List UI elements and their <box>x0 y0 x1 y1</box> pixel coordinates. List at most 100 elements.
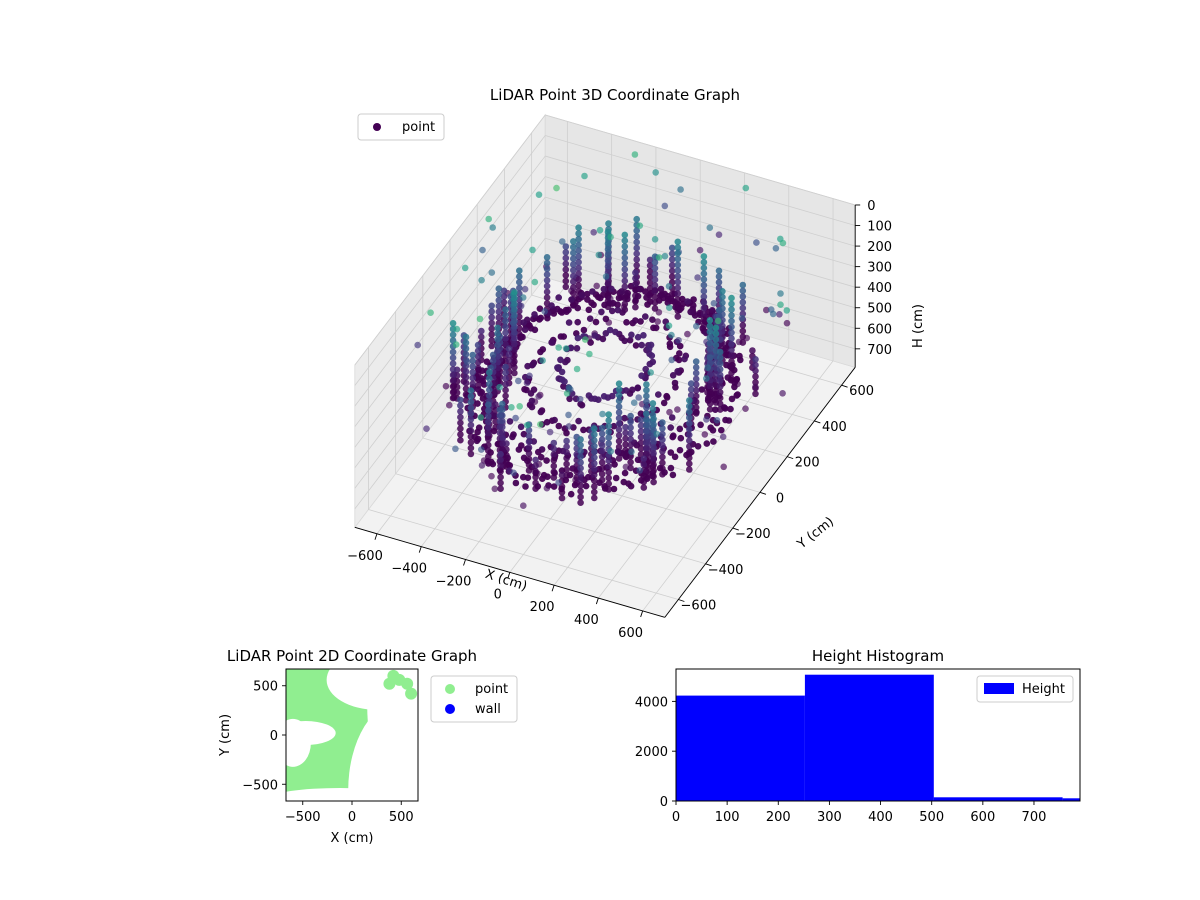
chart-3d-point <box>644 301 651 308</box>
chart-3d-y-tick <box>705 563 712 567</box>
chart-2d-y-tick-label: −500 <box>242 778 278 793</box>
chart-3d-point <box>674 255 682 263</box>
chart-3d-point <box>474 428 481 436</box>
chart-3d-point <box>525 455 533 463</box>
chart-3d-point <box>719 288 726 295</box>
chart-3d-point <box>558 489 566 496</box>
histogram-y-tick-label: 0 <box>660 795 668 810</box>
chart-3d-point <box>739 304 747 312</box>
chart-3d-point <box>457 436 464 444</box>
chart-3d-point <box>739 287 747 295</box>
chart-3d-point <box>621 337 628 345</box>
chart-3d-point <box>712 330 720 337</box>
chart-3d-z-tick-label: 700 <box>867 343 892 358</box>
chart-3d-point <box>543 484 551 492</box>
chart-3d-point <box>478 375 485 382</box>
chart-3d-point <box>488 302 496 310</box>
chart-3d-y-tick <box>814 420 821 424</box>
chart-3d-point <box>612 328 619 336</box>
chart-3d-point <box>622 435 629 443</box>
chart-3d-point <box>752 379 759 386</box>
chart-3d-point <box>506 418 514 425</box>
chart-3d-point <box>666 408 673 416</box>
chart-3d-point <box>474 364 482 372</box>
chart-3d-point <box>728 395 736 403</box>
chart-3d-point <box>485 401 492 409</box>
chart-2d-point <box>383 677 396 690</box>
chart-3d-point <box>615 437 623 445</box>
chart-3d-point <box>651 282 659 289</box>
chart-3d-point <box>523 386 530 394</box>
chart-3d-point <box>467 444 475 452</box>
chart-3d-point <box>716 348 724 356</box>
chart-3d-point <box>467 398 475 406</box>
chart-3d-point <box>615 391 623 399</box>
chart-3d-point <box>497 462 504 470</box>
chart-3d-point <box>607 448 614 455</box>
chart-3d-point <box>449 383 457 390</box>
chart-3d-grid-line <box>531 294 842 386</box>
chart-3d-point <box>632 275 639 282</box>
chart-3d-point <box>648 352 656 360</box>
chart-3d-point <box>600 285 608 293</box>
chart-3d-point <box>615 432 623 439</box>
chart-3d-point <box>659 425 666 432</box>
chart-3d-point <box>571 481 579 489</box>
chart-3d-point <box>650 421 657 428</box>
chart-3d-point <box>659 430 666 438</box>
chart-3d-x-tick <box>463 559 466 566</box>
chart-3d-x-tick <box>374 533 378 540</box>
chart-3d-point <box>637 318 644 325</box>
chart-3d-point <box>516 273 523 280</box>
chart-3d-point <box>494 347 501 355</box>
chart-3d-point <box>486 380 493 388</box>
chart-3d-point <box>485 412 492 420</box>
chart-3d-point <box>575 276 582 283</box>
chart-3d-point <box>646 268 654 275</box>
chart-3d-point <box>687 308 694 316</box>
chart-3d-point <box>495 308 503 316</box>
chart-3d-point <box>776 311 783 318</box>
chart-3d-point <box>722 416 729 424</box>
chart-3d-point <box>591 425 598 433</box>
chart-3d-point <box>686 448 693 456</box>
chart-3d-point <box>615 397 623 405</box>
chart-2d-legend-marker-point <box>445 684 455 694</box>
chart-3d-point <box>646 273 654 281</box>
chart-3d-point <box>555 344 562 351</box>
chart-3d-point <box>561 378 568 385</box>
chart-3d-legend-marker <box>373 123 381 131</box>
chart-3d-point <box>522 483 529 490</box>
chart-3d-point <box>749 347 756 354</box>
chart-3d-point <box>575 282 582 289</box>
chart-3d-point <box>535 393 542 400</box>
chart-3d-point <box>478 276 485 284</box>
histogram-bar <box>1062 798 1080 801</box>
chart-3d-point <box>783 307 791 314</box>
chart-3d-point <box>575 241 582 249</box>
chart-3d-point <box>646 279 654 287</box>
chart-3d-point <box>604 240 612 247</box>
chart-3d-point <box>570 243 577 251</box>
chart-3d-point <box>530 438 538 445</box>
chart-3d-point <box>676 306 683 314</box>
chart-3d-point <box>706 354 714 361</box>
chart-3d-point <box>488 269 496 276</box>
chart-3d-point <box>574 318 581 326</box>
chart-3d-point <box>675 356 683 364</box>
chart-3d-point <box>650 438 657 446</box>
chart-3d-point <box>499 400 506 408</box>
chart-3d-point <box>494 324 501 332</box>
chart-2d-xlabel: X (cm) <box>331 831 374 846</box>
chart-3d-point <box>478 327 485 335</box>
chart-3d-point <box>692 375 700 383</box>
chart-3d-point <box>712 336 720 343</box>
chart-2d-ylabel: Y (cm) <box>218 714 233 757</box>
chart-3d-point <box>598 436 606 443</box>
chart-3d-point <box>715 231 723 238</box>
histogram-x-tick-label: 400 <box>868 810 893 825</box>
chart-3d-point <box>632 292 639 300</box>
chart-3d-point <box>739 322 747 329</box>
chart-3d-point <box>620 303 628 311</box>
